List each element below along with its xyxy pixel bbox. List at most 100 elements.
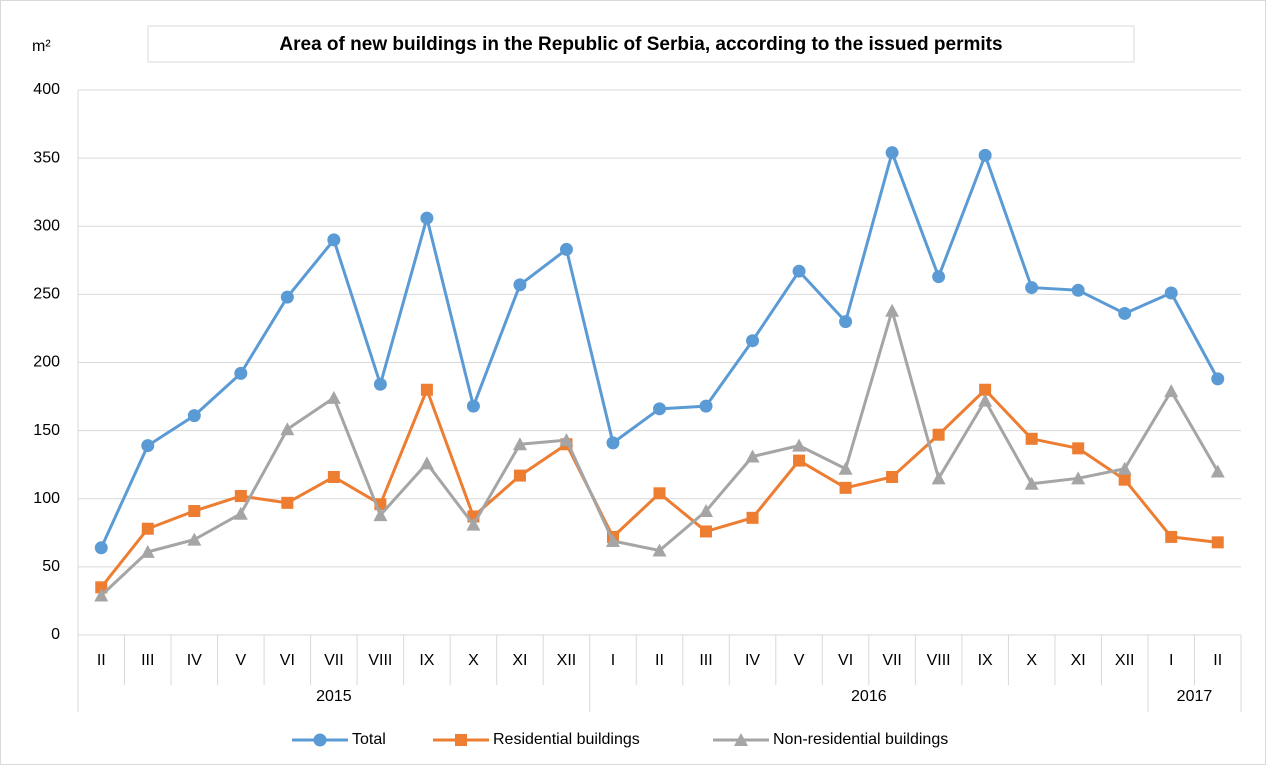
data-point [885,303,900,317]
title-box [147,25,1135,63]
y-tick-label: 0 [51,626,60,643]
data-point [932,270,946,284]
data-point [1210,464,1225,478]
data-point [94,541,108,555]
x-tick-label: IV [745,652,760,669]
x-tick-label: VII [882,652,902,669]
data-point [746,511,759,524]
data-point [559,433,574,447]
data-point [839,481,852,494]
data-point [699,504,714,518]
data-point [1164,384,1179,398]
x-tick-label: V [794,652,805,669]
x-tick-label: XI [512,652,527,669]
x-tick-label: VI [280,652,295,669]
x-tick-label: VII [324,652,344,669]
data-point [513,469,526,482]
y-tick-label: 50 [42,558,60,575]
data-point [792,438,807,452]
data-point [1025,432,1038,445]
data-point [1025,281,1039,295]
data-point [653,487,666,500]
data-point [1165,530,1178,543]
data-point [187,409,201,423]
x-tick-label: IV [187,652,202,669]
x-tick-label: IX [978,652,993,669]
x-group-label: 2017 [1177,688,1213,705]
data-point [187,532,202,546]
data-point [233,506,248,520]
data-point [513,278,527,292]
data-point [932,428,945,441]
data-point [886,470,899,483]
data-point [234,366,248,380]
data-point [419,456,434,470]
data-point [1164,286,1178,300]
data-point [234,490,247,503]
data-point [746,334,760,348]
x-tick-label: VIII [927,652,951,669]
x-group-label: 2015 [316,688,352,705]
legend-label: Non-residential buildings [773,731,948,748]
chart-title: Area of new buildings in the Republic of… [279,34,1002,55]
data-point [1071,471,1086,485]
data-point [979,383,992,396]
data-point [606,436,620,450]
legend-marker [313,733,327,747]
data-point [745,449,760,463]
data-point [466,517,481,531]
data-point [792,264,806,278]
data-point [1071,283,1085,297]
x-tick-label: IX [419,652,434,669]
y-tick-label: 250 [33,286,60,303]
y-tick-label: 350 [33,149,60,166]
y-tick-label: 400 [33,81,60,98]
data-point [1024,476,1039,490]
y-axis-label: m² [32,38,51,55]
data-point [1072,442,1085,455]
data-point [327,470,340,483]
data-point [140,544,155,558]
data-point [373,377,387,391]
legend-label: Total [352,731,386,748]
data-point [559,242,573,256]
x-tick-label: I [1169,652,1173,669]
x-tick-label: VI [838,652,853,669]
data-point [95,581,108,594]
data-point [280,290,294,304]
data-point [373,508,388,522]
data-point [653,402,666,416]
legend-marker [455,734,467,746]
x-tick-label: II [655,652,664,669]
x-tick-label: XI [1071,652,1086,669]
data-point [978,148,992,162]
x-tick-label: II [97,652,106,669]
x-tick-label: II [1213,652,1222,669]
data-point [188,505,201,518]
x-tick-label: I [611,652,615,669]
data-point [885,146,899,160]
x-tick-label: VIII [368,652,392,669]
data-point [793,454,806,467]
data-point [420,211,434,225]
x-group-label: 2016 [851,688,887,705]
data-point [281,496,294,509]
data-point [700,525,713,538]
data-point [699,399,713,413]
data-point [280,422,295,436]
data-point [838,461,853,475]
legend-label: Residential buildings [493,731,640,748]
data-point [978,393,993,407]
data-point [141,439,155,453]
data-point [327,233,341,247]
y-tick-label: 150 [33,422,60,439]
x-tick-label: X [468,652,479,669]
x-tick-label: XII [1115,652,1135,669]
data-point [652,543,667,557]
data-point [94,588,109,602]
x-tick-label: III [699,652,712,669]
data-point [466,399,480,413]
data-point [420,383,433,396]
